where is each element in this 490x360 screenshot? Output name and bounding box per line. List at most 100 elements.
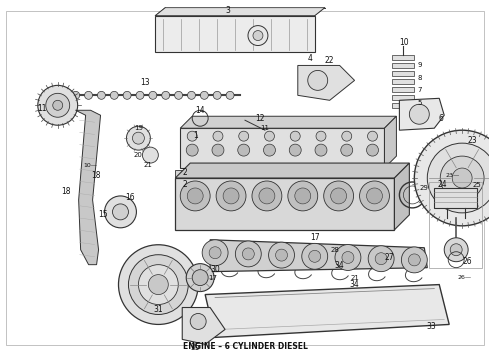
Circle shape — [252, 181, 282, 211]
Circle shape — [415, 130, 490, 226]
Text: 19: 19 — [134, 125, 143, 131]
Text: 23—: 23— — [445, 172, 459, 177]
Circle shape — [368, 246, 394, 272]
Circle shape — [85, 91, 93, 99]
Circle shape — [288, 181, 318, 211]
Circle shape — [181, 170, 189, 178]
Text: 18: 18 — [91, 171, 100, 180]
Text: 27: 27 — [385, 253, 394, 262]
Text: 33: 33 — [426, 322, 436, 331]
Polygon shape — [155, 8, 325, 15]
Polygon shape — [392, 55, 415, 60]
Circle shape — [269, 242, 294, 268]
Text: 31: 31 — [153, 305, 163, 314]
Polygon shape — [155, 15, 315, 53]
Circle shape — [427, 143, 490, 213]
Circle shape — [98, 91, 105, 99]
Text: 4: 4 — [307, 54, 312, 63]
Circle shape — [38, 85, 77, 125]
Circle shape — [253, 31, 263, 41]
Text: 1: 1 — [193, 131, 197, 140]
Circle shape — [126, 126, 150, 150]
Text: 18: 18 — [61, 188, 71, 197]
Text: 34: 34 — [350, 280, 360, 289]
Circle shape — [119, 245, 198, 324]
Text: 17: 17 — [310, 233, 319, 242]
Text: 16: 16 — [125, 193, 135, 202]
Text: 11: 11 — [37, 104, 47, 113]
Polygon shape — [298, 66, 355, 100]
Circle shape — [342, 252, 354, 264]
Polygon shape — [399, 98, 444, 130]
Circle shape — [367, 188, 383, 204]
Circle shape — [213, 91, 221, 99]
Circle shape — [72, 91, 80, 99]
Circle shape — [235, 241, 261, 267]
Text: 6: 6 — [439, 114, 443, 123]
Polygon shape — [182, 307, 225, 345]
Circle shape — [311, 170, 319, 178]
Circle shape — [341, 144, 353, 156]
Circle shape — [200, 91, 208, 99]
Circle shape — [239, 131, 249, 141]
Text: 25: 25 — [473, 182, 482, 188]
Circle shape — [223, 188, 239, 204]
Circle shape — [226, 91, 234, 99]
Circle shape — [174, 91, 183, 99]
Circle shape — [259, 188, 275, 204]
Circle shape — [368, 131, 377, 141]
Circle shape — [440, 156, 484, 200]
Text: 12: 12 — [255, 114, 265, 123]
Circle shape — [143, 147, 158, 163]
Circle shape — [187, 131, 197, 141]
Circle shape — [213, 131, 223, 141]
Circle shape — [186, 264, 214, 292]
Circle shape — [278, 170, 286, 178]
Circle shape — [342, 131, 352, 141]
Circle shape — [295, 188, 311, 204]
Circle shape — [138, 265, 178, 305]
Circle shape — [452, 168, 472, 188]
Circle shape — [162, 91, 170, 99]
Circle shape — [238, 144, 250, 156]
Circle shape — [53, 100, 63, 110]
Polygon shape — [392, 87, 415, 92]
Circle shape — [335, 244, 361, 270]
Polygon shape — [392, 80, 415, 84]
Text: 15: 15 — [98, 210, 107, 219]
Text: 23: 23 — [467, 136, 477, 145]
Text: ENGINE – 6 CYLINDER DIESEL: ENGINE – 6 CYLINDER DIESEL — [183, 342, 307, 351]
Polygon shape — [205, 285, 449, 337]
Circle shape — [190, 314, 206, 329]
Circle shape — [450, 244, 462, 256]
Polygon shape — [180, 128, 385, 168]
Circle shape — [216, 181, 246, 211]
Circle shape — [132, 132, 145, 144]
Polygon shape — [175, 170, 390, 178]
Circle shape — [360, 181, 390, 211]
Text: 9: 9 — [417, 62, 421, 68]
Circle shape — [316, 131, 326, 141]
Polygon shape — [392, 103, 415, 108]
Circle shape — [212, 144, 224, 156]
Text: 17: 17 — [209, 275, 218, 281]
Circle shape — [192, 270, 208, 285]
Polygon shape — [392, 71, 415, 76]
Circle shape — [104, 196, 136, 228]
Circle shape — [149, 91, 157, 99]
Circle shape — [265, 131, 274, 141]
Polygon shape — [75, 110, 100, 265]
Circle shape — [110, 91, 118, 99]
Circle shape — [375, 170, 384, 178]
Text: 3: 3 — [225, 6, 230, 15]
Text: 7: 7 — [417, 87, 421, 93]
Text: 28: 28 — [330, 247, 339, 253]
Polygon shape — [175, 178, 394, 230]
Text: 14: 14 — [196, 106, 205, 115]
Text: 10: 10 — [399, 38, 409, 47]
Circle shape — [202, 240, 228, 266]
Polygon shape — [392, 95, 415, 100]
Circle shape — [188, 91, 196, 99]
Circle shape — [136, 91, 144, 99]
Text: 2: 2 — [183, 167, 188, 176]
